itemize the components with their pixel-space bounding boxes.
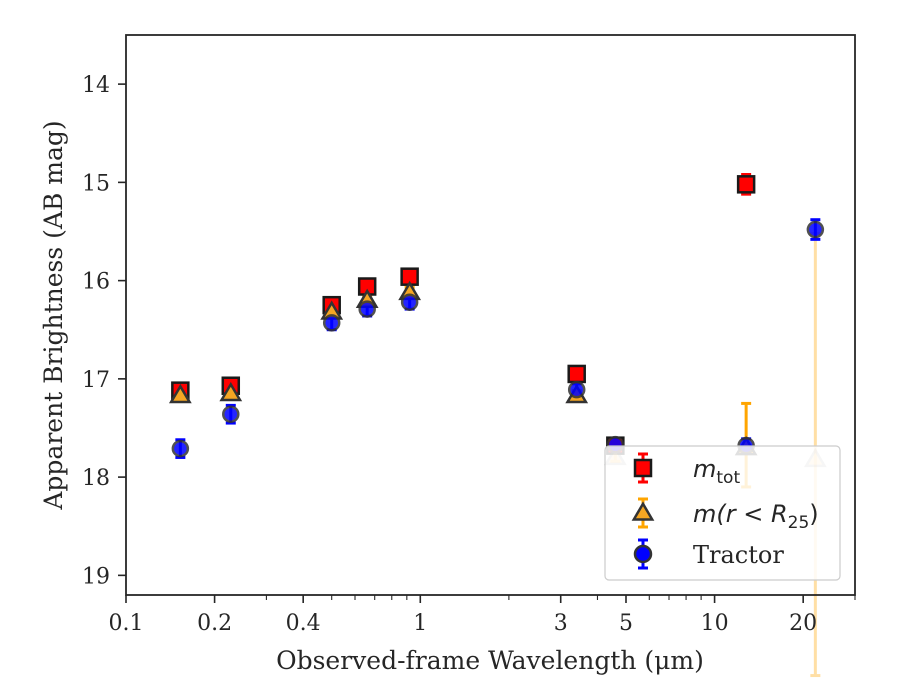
x-tick-label: 0.1: [109, 611, 144, 636]
x-tick-label: 5: [619, 611, 633, 636]
tractor-point: [400, 293, 419, 311]
y-tick-label: 15: [82, 171, 110, 196]
legend-marker-m_tot: [633, 458, 653, 478]
legend-box: [604, 445, 841, 581]
x-axis-ticks: 0.1 0.2 0.4 1 3 5 10 20: [109, 595, 856, 636]
y-tick-label: 18: [82, 466, 110, 491]
x-tick-label: 20: [789, 611, 817, 636]
tractor-point: [567, 380, 586, 399]
tractor-point: [222, 405, 240, 423]
x-axis-label: Observed-frame Wavelength (μm): [276, 646, 704, 675]
x-tick-label: 1: [413, 611, 427, 636]
x-tick-label: 0.2: [197, 611, 232, 636]
m_r25-point: [168, 383, 192, 404]
tractor-point: [322, 314, 341, 332]
legend-label-tractor: Tractor: [693, 541, 784, 569]
y-tick-label: 14: [82, 73, 110, 98]
x-tick-label: 10: [701, 611, 729, 636]
y-axis-label: Apparent Brightness (AB mag): [39, 120, 68, 510]
tractor-point: [358, 300, 376, 318]
legend-marker-m_r25: [631, 501, 655, 521]
legend-label-m_r25: m(r < R25): [693, 500, 819, 533]
legend-marker-tractor: [633, 544, 653, 564]
y-tick-label: 19: [82, 564, 110, 589]
plot-frame: [125, 34, 856, 596]
legend-label-m_tot: mtot: [693, 455, 740, 488]
tractor-point: [171, 439, 190, 458]
y-tick-label: 17: [82, 368, 110, 393]
x-tick-label: 3: [554, 611, 568, 636]
m_tot-point: [567, 364, 586, 384]
x-tick-label: 0.4: [286, 611, 321, 636]
legend: mtot m(r < R25) Tractor: [604, 445, 841, 581]
m_r25-point: [219, 381, 243, 402]
y-tick-label: 16: [82, 270, 110, 295]
y-axis-ticks: 14 15 16 17 18 19: [82, 73, 126, 589]
m_tot-point: [736, 175, 756, 194]
tractor-point: [806, 220, 825, 239]
